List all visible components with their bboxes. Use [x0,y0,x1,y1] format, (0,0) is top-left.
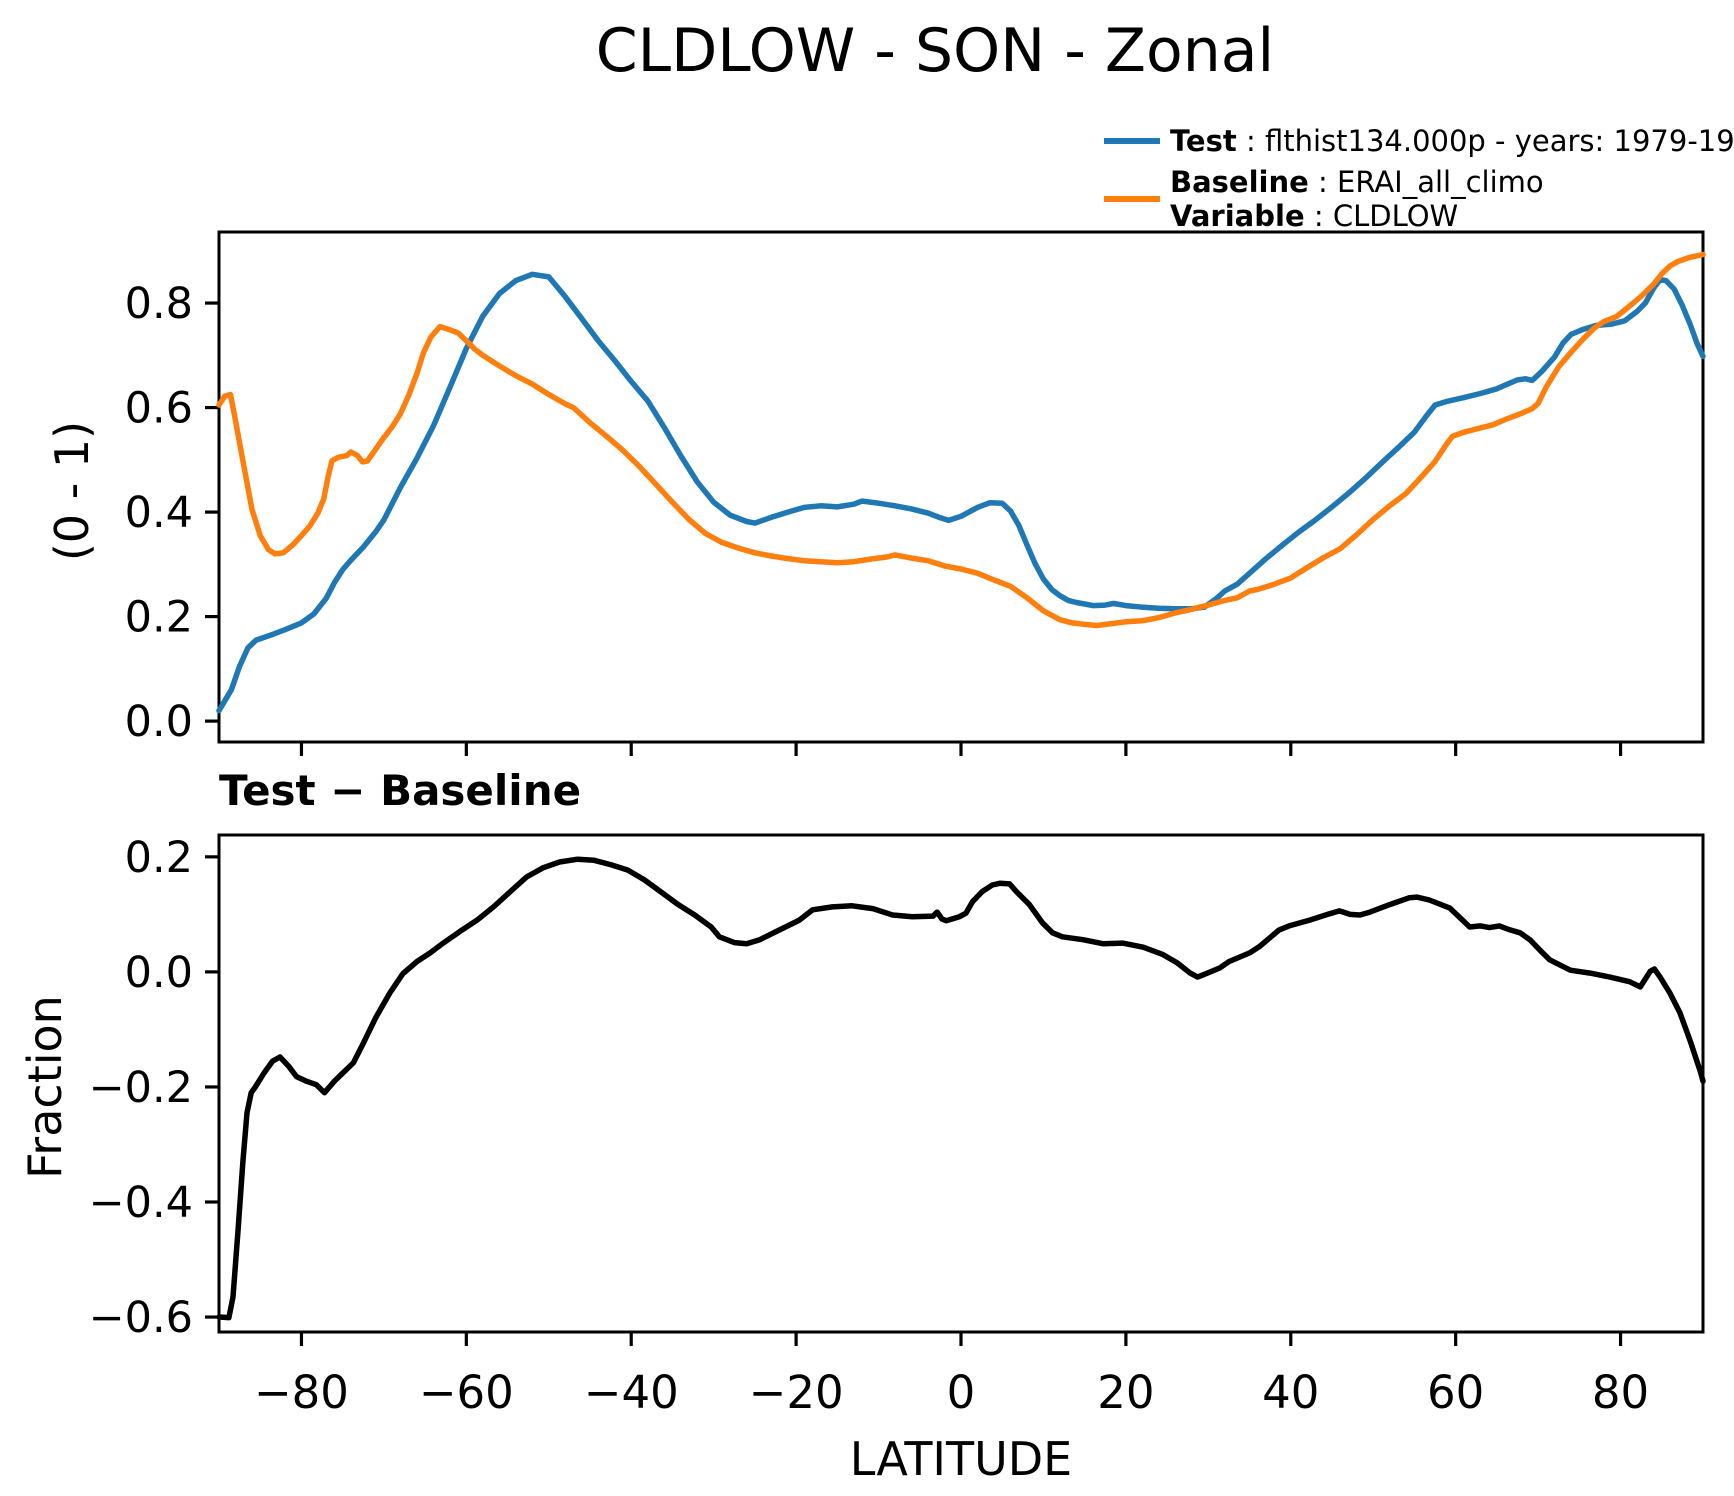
axes-frame [217,833,1705,1334]
test-legend-swatch [1104,138,1160,144]
x-tick-label: −20 [749,1366,844,1419]
y-tick-label: 0.2 [125,593,193,643]
legend-value: ERAI_all_climo [1337,165,1544,199]
difference-panel-title: Test − Baseline [219,766,582,815]
legend-entry-baseline: Baseline : ERAI_all_climo [1170,165,1544,199]
axes-frame [217,230,1705,744]
legend-separator: : [1308,165,1338,199]
plot-title: CLDLOW - SON - Zonal [595,16,1275,86]
y-tick-label: 0.2 [125,833,193,883]
x-tick-label: 20 [1097,1366,1154,1419]
baseline-line [216,251,1706,629]
y-tick-label: −0.4 [89,1178,193,1228]
x-axis-label: LATITUDE [849,1432,1073,1486]
y-tick-label: 0.8 [125,279,193,329]
x-tick-label: −80 [254,1366,349,1419]
top-y-axis-label: (0 - 1) [45,420,99,562]
legend-entry-test: Test : flthist134.000p - years: 1979-198… [1170,124,1734,158]
x-tick-label: 0 [947,1366,976,1419]
legend-label: Test [1170,124,1237,158]
y-tick-label: 0.0 [125,697,193,747]
legend-entry-variable: Variable : CLDLOW [1170,199,1458,233]
y-tick-label: 0.4 [125,488,193,538]
y-tick-label: 0.6 [125,384,193,434]
bottom-y-axis-label: Fraction [18,995,72,1179]
difference-line [216,856,1706,1321]
y-tick-label: −0.6 [89,1293,193,1343]
legend-separator: : [1304,199,1333,233]
x-tick-label: −40 [584,1366,679,1419]
y-tick-label: −0.2 [89,1063,193,1113]
x-tick-label: 40 [1262,1366,1319,1419]
y-tick-label: 0.0 [125,948,193,998]
legend-value: flthist134.000p - years: 1979-1981 [1264,124,1734,158]
x-tick-label: 60 [1427,1366,1484,1419]
test-line [216,271,1706,714]
legend-separator: : [1236,124,1265,158]
legend-label: Baseline [1170,165,1309,199]
x-tick-label: −60 [419,1366,514,1419]
x-tick-label: 80 [1592,1366,1649,1419]
legend-value: CLDLOW [1332,199,1459,233]
legend-label: Variable [1170,199,1305,233]
baseline-legend-swatch [1104,196,1160,202]
